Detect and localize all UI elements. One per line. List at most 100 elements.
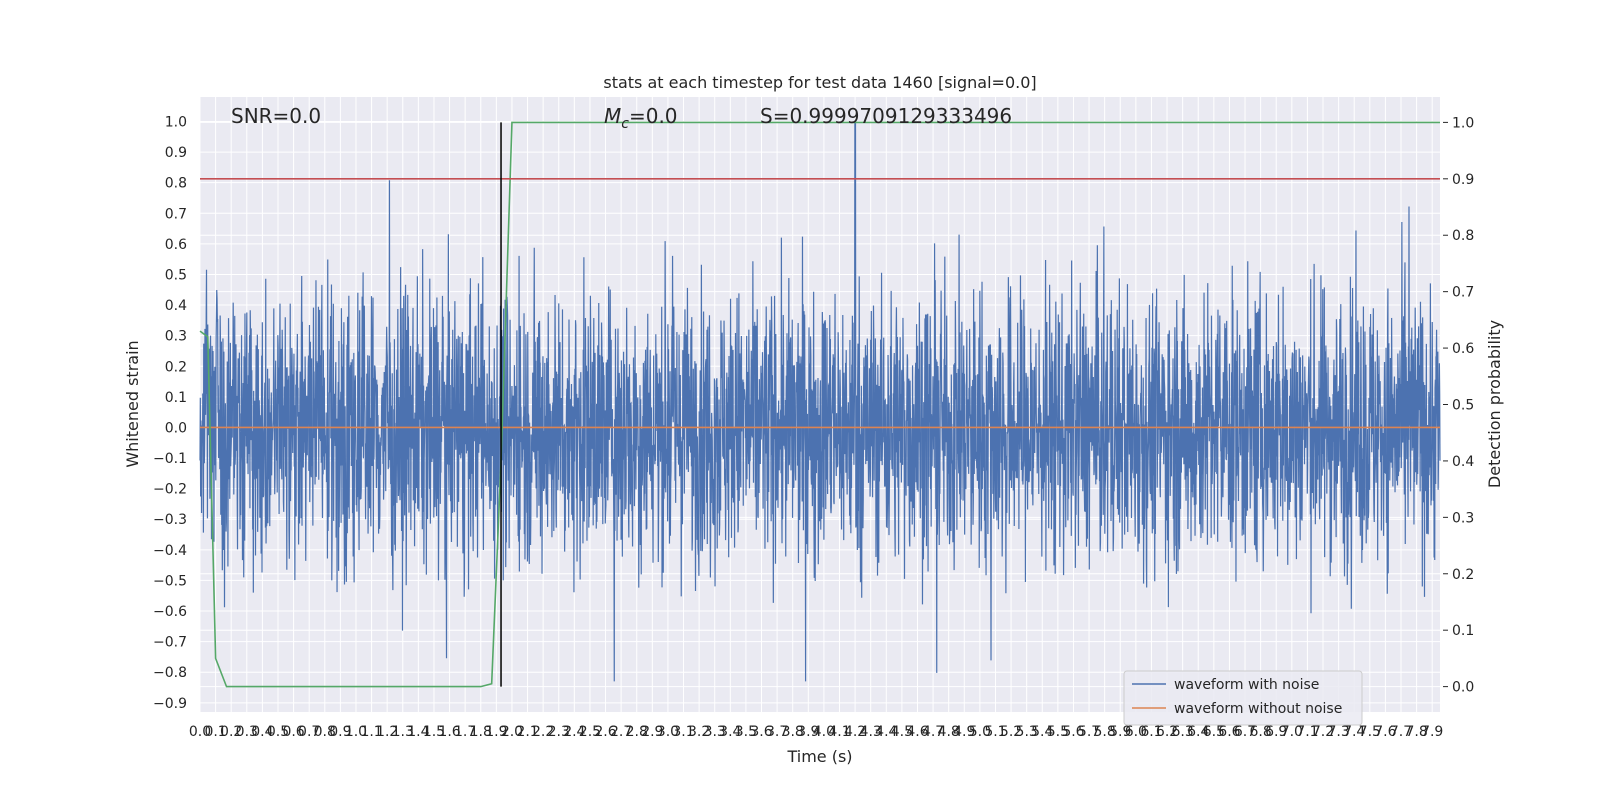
x-tick-label: 5.7 <box>1078 724 1100 740</box>
x-tick-label: 0.8 <box>314 724 336 740</box>
x-tick-label: 5.9 <box>1109 724 1131 740</box>
x-tick-label: 4.5 <box>891 724 913 740</box>
mc-subscript: c <box>621 116 629 132</box>
x-tick-label: 3.8 <box>782 724 804 740</box>
x-tick-label: 1.0 <box>345 724 367 740</box>
y-tick-label: −0.5 <box>153 573 187 589</box>
x-tick-label: 2.0 <box>501 724 523 740</box>
x-tick-label: 1.9 <box>485 724 507 740</box>
x-tick-label: 7.6 <box>1374 724 1396 740</box>
x-tick-label: 3.4 <box>719 724 741 740</box>
x-tick-label: 0.9 <box>329 724 351 740</box>
snr-annotation: SNR=0.0 <box>231 104 321 128</box>
x-tick-label: 0.7 <box>298 724 320 740</box>
waveform-with-noise-line <box>199 120 1441 682</box>
x-tick-label: 1.8 <box>470 724 492 740</box>
mc-symbol: M <box>604 104 621 128</box>
x-tick-label: 0.1 <box>204 724 226 740</box>
s-annotation: S=0.9999709129333496 <box>760 104 1012 128</box>
y-tick-label: 1.0 <box>165 114 187 130</box>
x-tick-label: 6.2 <box>1156 724 1178 740</box>
x-tick-label: 4.7 <box>922 724 944 740</box>
x-tick-label: 6.1 <box>1140 724 1162 740</box>
y-tick-label: 0.7 <box>165 206 187 222</box>
x-tick-label: 4.4 <box>875 724 897 740</box>
x-tick-label: 4.8 <box>938 724 960 740</box>
x-tick-label: 6.7 <box>1234 724 1256 740</box>
y-tick-label: −0.1 <box>153 451 187 467</box>
detection-probability-line <box>199 121 1440 688</box>
y2-tick-label: 0.8 <box>1452 228 1474 244</box>
x-tick-label: 6.6 <box>1218 724 1240 740</box>
x-tick-label: 3.0 <box>657 724 679 740</box>
series-waveform-with-noise <box>199 120 1441 682</box>
x-tick-label: 4.2 <box>844 724 866 740</box>
y2-tick-label: 0.7 <box>1452 285 1474 301</box>
x-tick-label: 2.3 <box>548 724 570 740</box>
legend-box <box>1123 670 1363 726</box>
chart-title: stats at each timestep for test data 146… <box>603 73 1036 92</box>
x-tick-label: 2.8 <box>626 724 648 740</box>
y2-tick-label: 0.6 <box>1452 341 1474 357</box>
x-tick-label: 7.8 <box>1405 724 1427 740</box>
y-tick-label: 0.3 <box>165 329 187 345</box>
x-tick-label: 6.5 <box>1203 724 1225 740</box>
x-tick-label: 5.4 <box>1031 724 1053 740</box>
x-tick-label: 6.0 <box>1125 724 1147 740</box>
y-tick-label: 0.8 <box>165 176 187 192</box>
y2-tick-label: 0.4 <box>1452 454 1474 470</box>
x-tick-label: 5.3 <box>1016 724 1038 740</box>
y2-tick-label: 0.2 <box>1452 567 1474 583</box>
x-tick-label: 0.6 <box>282 724 304 740</box>
y-tick-label: −0.4 <box>153 543 187 559</box>
x-tick-label: 0.2 <box>220 724 242 740</box>
mc-value: =0.0 <box>629 104 678 128</box>
y-tick-label: −0.2 <box>153 482 187 498</box>
x-tick-label: 3.6 <box>750 724 772 740</box>
y-tick-label: −0.9 <box>153 696 187 712</box>
x-tick-label: 7.2 <box>1312 724 1334 740</box>
x-tick-label: 2.9 <box>641 724 663 740</box>
y-tick-label: 0.1 <box>165 390 187 406</box>
y-axis-label: Whitened strain <box>123 340 142 467</box>
x-tick-label: 2.6 <box>594 724 616 740</box>
x-tick-label: 6.8 <box>1249 724 1271 740</box>
x-tick-label: 5.8 <box>1094 724 1116 740</box>
y-tick-label: 0.5 <box>165 267 187 283</box>
y-tick-label: −0.7 <box>153 635 187 651</box>
x-tick-label: 7.5 <box>1359 724 1381 740</box>
x-tick-label: 1.5 <box>423 724 445 740</box>
x-tick-label: 7.0 <box>1281 724 1303 740</box>
x-tick-label: 0.3 <box>236 724 258 740</box>
y-tick-labels: −0.9 −0.8 −0.7 −0.6 −0.5 −0.4 −0.3 −0.2 −0.1 0.0 0… <box>153 114 187 711</box>
x-tick-label: 6.9 <box>1265 724 1287 740</box>
x-tick-label: 7.1 <box>1296 724 1318 740</box>
x-tick-label: 3.2 <box>688 724 710 740</box>
x-tick-label: 1.1 <box>360 724 382 740</box>
x-tick-label: 5.1 <box>984 724 1006 740</box>
x-tick-label: 4.9 <box>953 724 975 740</box>
x-tick-label: 0.0 <box>189 724 211 740</box>
x-tick-label: 5.6 <box>1062 724 1084 740</box>
y2-tick-label: 0.3 <box>1452 510 1474 526</box>
x-tick-label: 3.9 <box>797 724 819 740</box>
y2-tick-labels: 0.0 0.1 0.2 0.3 0.4 0.5 0.6 0.7 0.8 0.9 1.0 <box>1443 115 1474 696</box>
y-tick-label: −0.3 <box>153 512 187 528</box>
x-tick-label: 2.7 <box>610 724 632 740</box>
x-axis-label: Time (s) <box>786 747 852 766</box>
y2-tick-label: 0.1 <box>1452 623 1474 639</box>
x-tick-label: 2.2 <box>532 724 554 740</box>
x-tick-label: 1.6 <box>438 724 460 740</box>
x-tick-label: 7.4 <box>1343 724 1365 740</box>
x-tick-label: 4.6 <box>906 724 928 740</box>
series-lines <box>199 121 1440 688</box>
x-tick-label: 0.5 <box>267 724 289 740</box>
legend: waveform with noise waveform without noi… <box>1123 670 1363 726</box>
x-tick-label: 1.4 <box>407 724 429 740</box>
x-tick-label: 5.2 <box>1000 724 1022 740</box>
y-tick-label: 0.0 <box>165 420 187 436</box>
x-tick-label: 1.3 <box>392 724 414 740</box>
y-tick-label: 0.6 <box>165 237 187 253</box>
x-tick-label: 3.3 <box>704 724 726 740</box>
